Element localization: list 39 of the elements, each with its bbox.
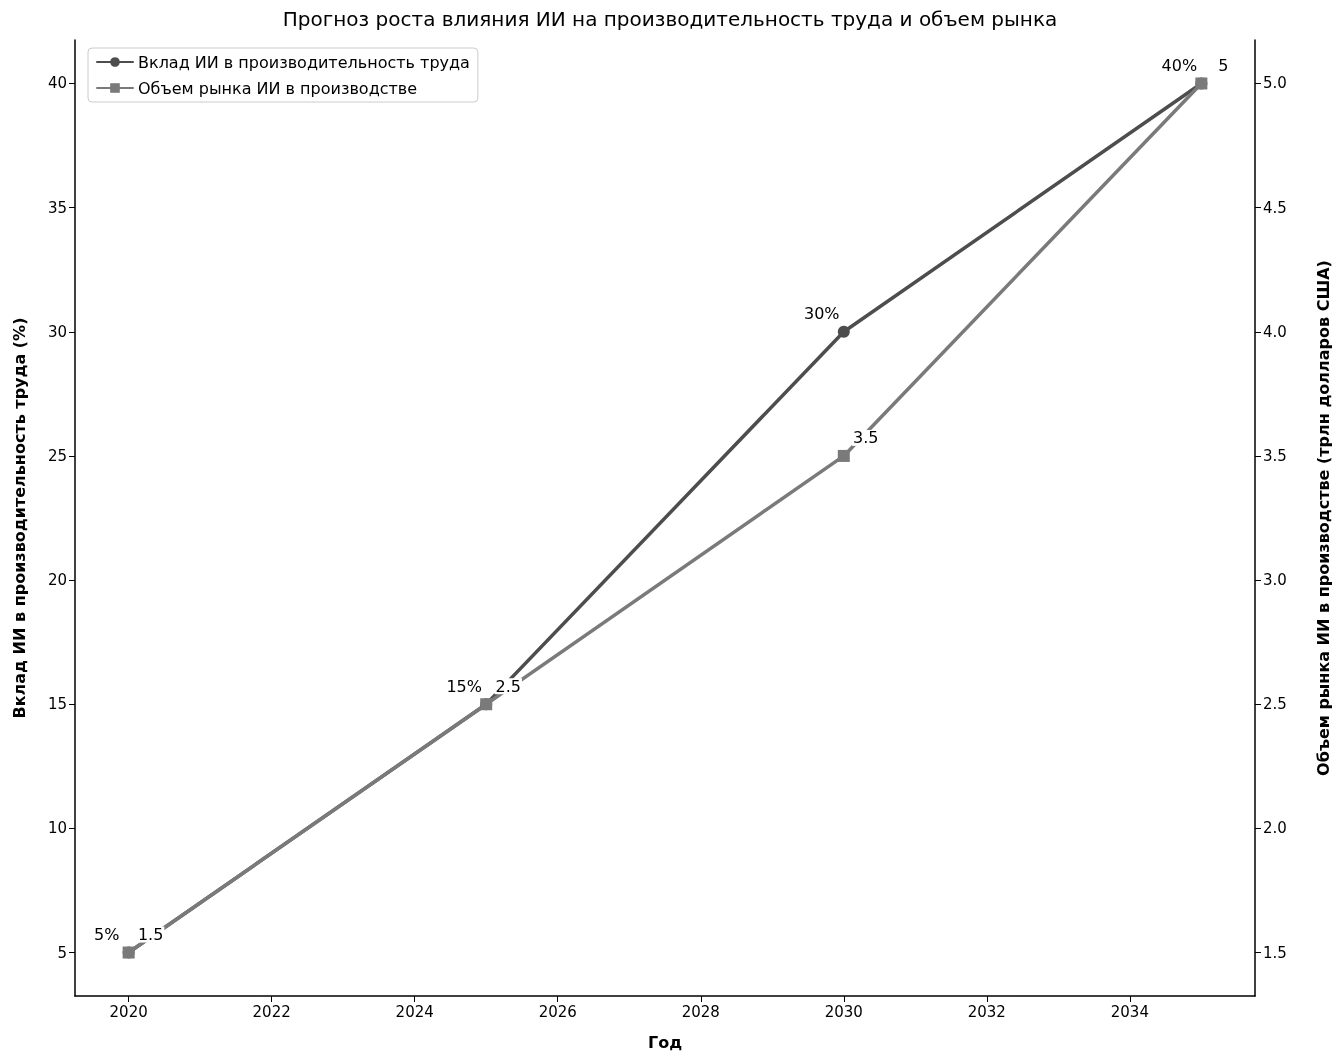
chart-title: Прогноз роста влияния ИИ на производительность труда и объем рынка xyxy=(282,7,1058,31)
y2-tick-label: 4.0 xyxy=(1263,322,1287,341)
y-axis-title: Вклад ИИ в производительность труда (%) xyxy=(9,317,29,719)
y2-tick-label: 4.5 xyxy=(1263,198,1287,217)
x-tick-label: 2026 xyxy=(538,1002,577,1021)
data-label: 40% xyxy=(1161,55,1198,75)
y2-tick-label: 3.0 xyxy=(1263,571,1287,590)
y-tick-label: 40 xyxy=(47,74,67,93)
y-tick-label: 30 xyxy=(47,322,67,341)
data-label: 15% xyxy=(446,676,482,696)
x-tick-label: 2020 xyxy=(109,1002,148,1021)
y-tick-label: 10 xyxy=(47,819,67,838)
data-label: 1.5 xyxy=(137,925,164,945)
y2-tick-label: 5.0 xyxy=(1263,74,1287,93)
y-tick-label: 15 xyxy=(47,695,67,714)
x-axis-title: Год xyxy=(647,1032,683,1052)
data-label: 5 xyxy=(1218,55,1229,75)
y2-tick-label: 1.5 xyxy=(1263,943,1287,962)
y-tick-label: 25 xyxy=(47,446,67,465)
y-tick-label: 20 xyxy=(47,571,67,590)
y-tick-label: 5 xyxy=(57,943,67,962)
y2-axis-title: Объем рынка ИИ в производстве (трлн долларов США) xyxy=(1313,260,1333,776)
data-label: 30% xyxy=(804,304,840,324)
x-tick-label: 2024 xyxy=(395,1002,434,1021)
data-label: 5% xyxy=(93,925,120,945)
data-label: 2.5 xyxy=(495,676,521,696)
legend-label: Объем рынка ИИ в производстве xyxy=(138,78,418,98)
data-label: 3.5 xyxy=(853,428,879,448)
y2-tick-label: 3.5 xyxy=(1263,446,1287,465)
point xyxy=(837,449,850,462)
legend-label: Вклад ИИ в производительность труда xyxy=(138,52,470,72)
x-tick-label: 2022 xyxy=(252,1002,291,1021)
y2-tick-label: 2.5 xyxy=(1263,695,1287,714)
y-tick-label: 35 xyxy=(47,198,67,217)
x-tick-label: 2034 xyxy=(1110,1002,1149,1021)
y2-tick-label: 2.0 xyxy=(1263,819,1287,838)
x-tick-label: 2030 xyxy=(824,1002,863,1021)
x-tick-label: 2028 xyxy=(681,1002,720,1021)
x-tick-label: 2032 xyxy=(967,1002,1006,1021)
